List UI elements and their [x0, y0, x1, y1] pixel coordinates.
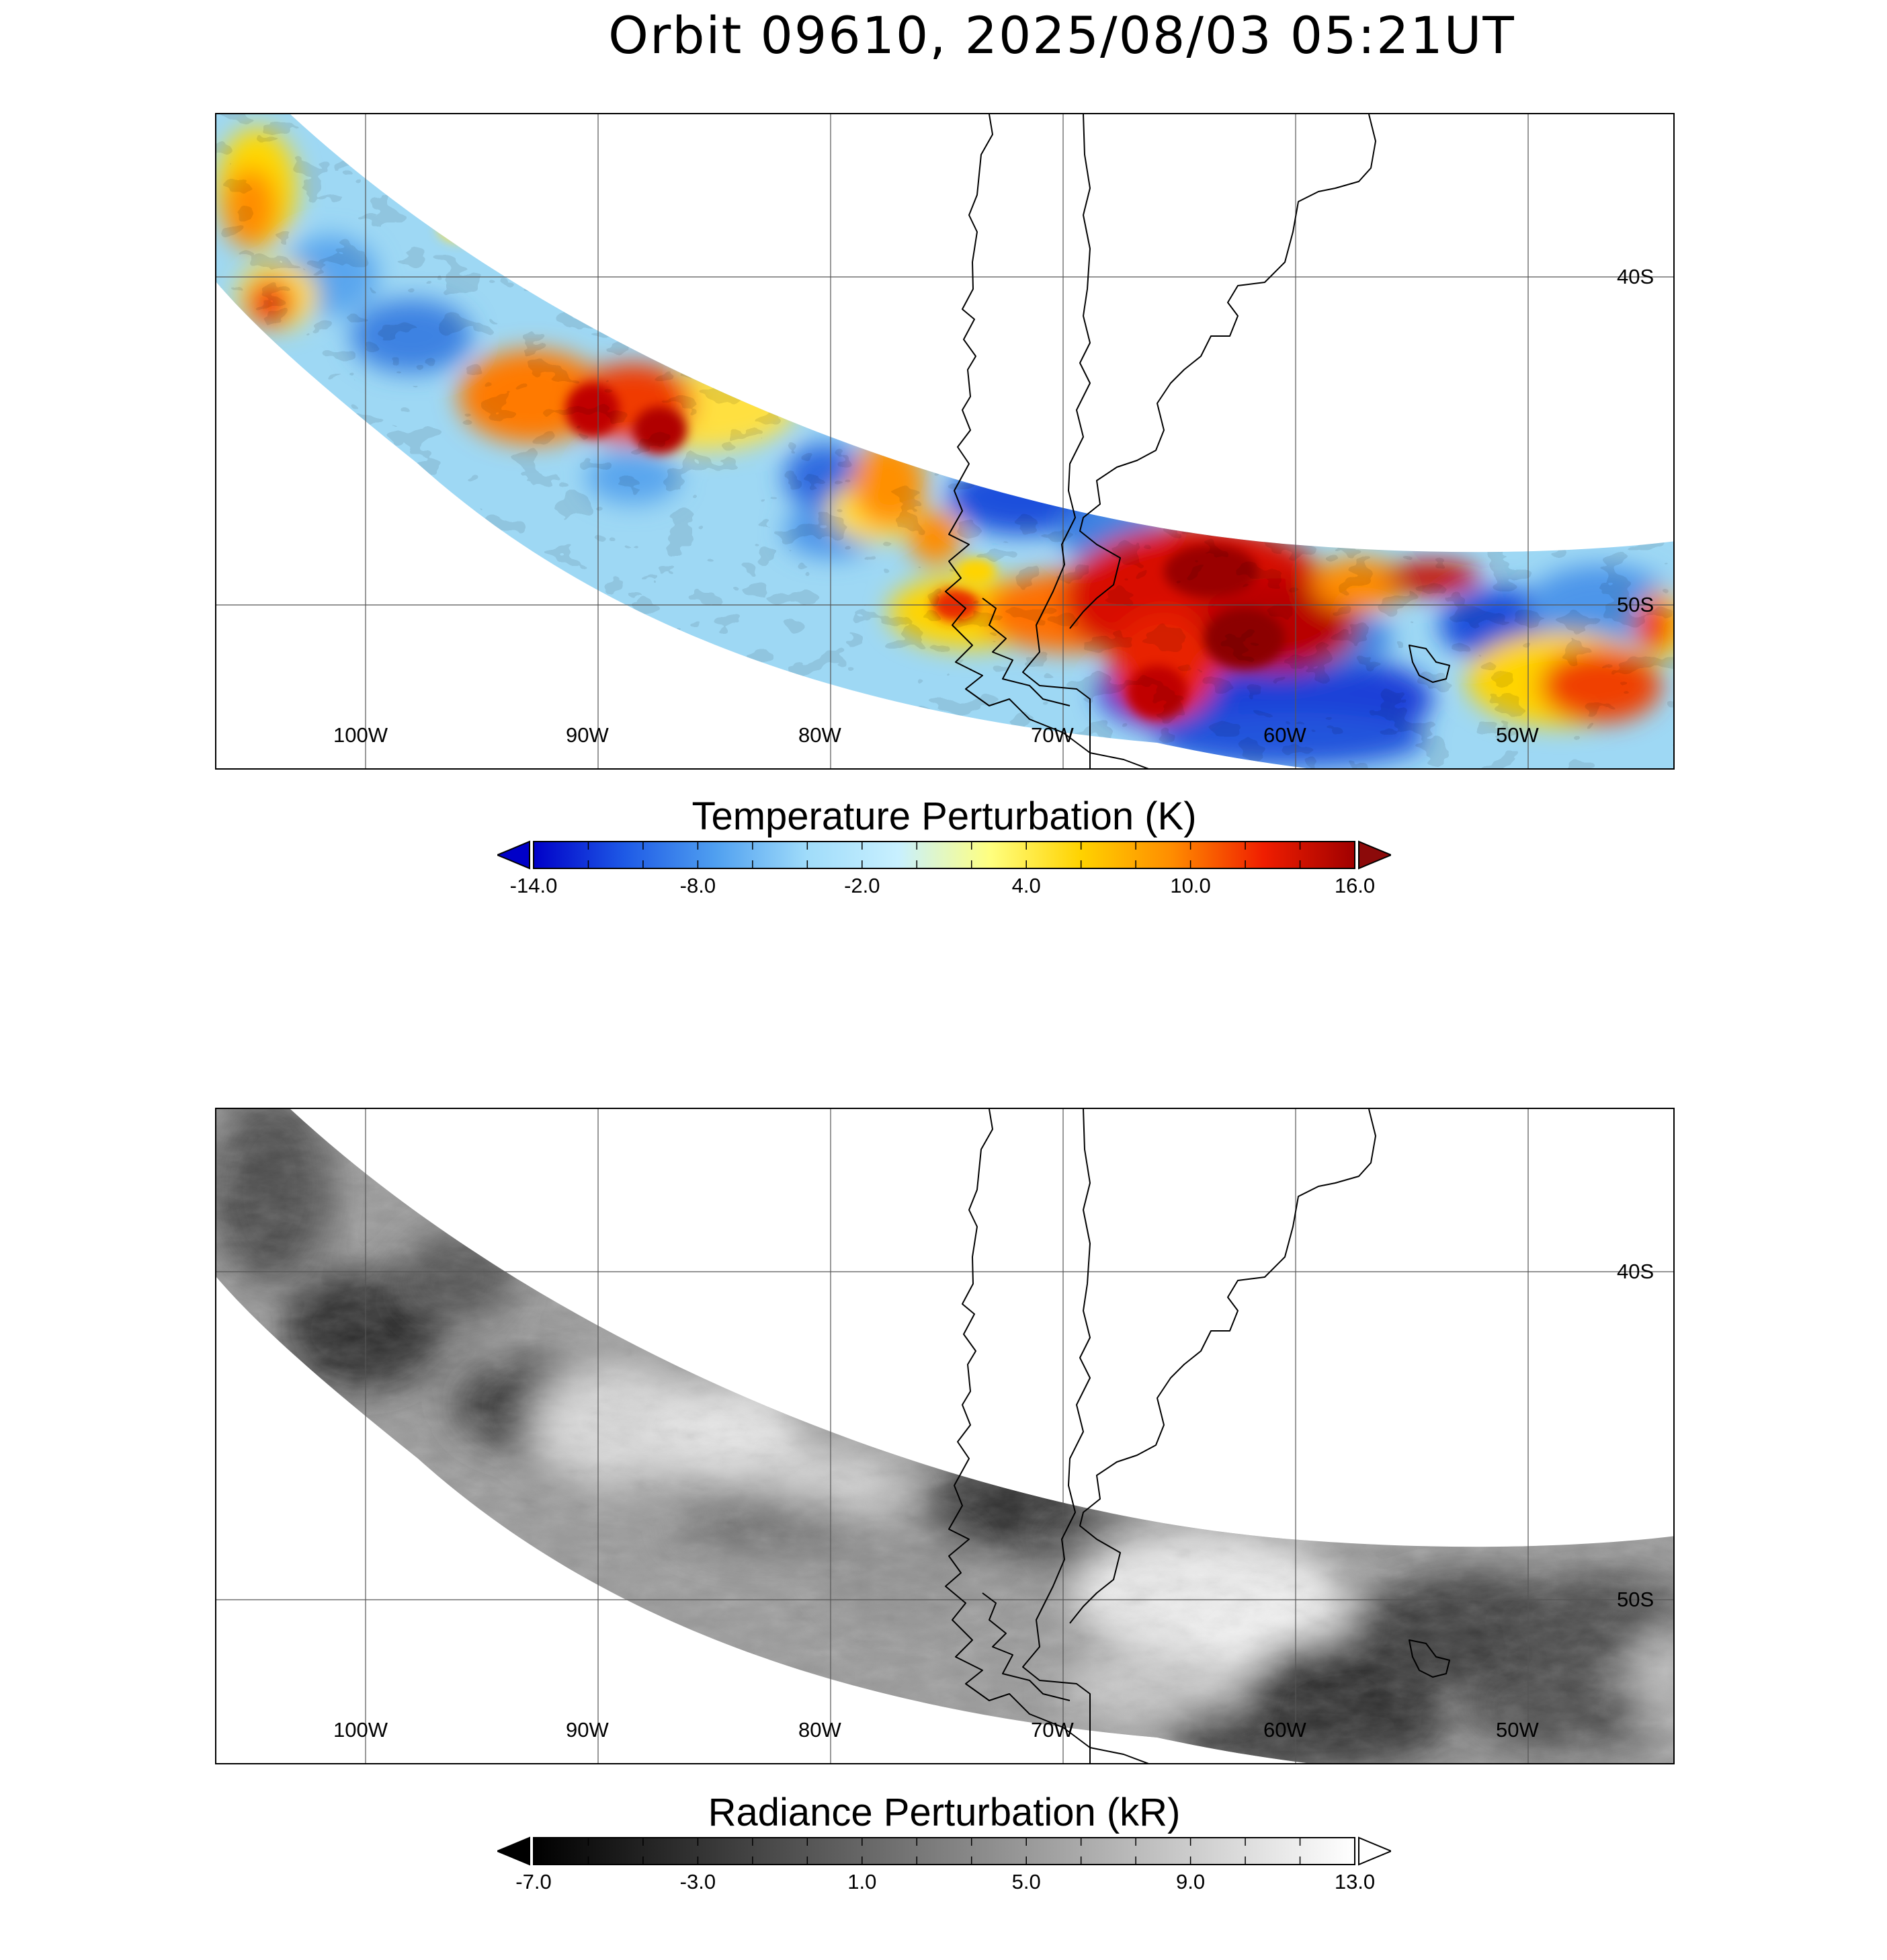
longitude-label: 90W	[566, 723, 609, 747]
colorbar-tick-label: -3.0	[679, 1870, 716, 1893]
latitude-label: 50S	[1617, 1588, 1654, 1611]
longitude-label: 80W	[798, 723, 841, 747]
colorbar-gradient	[533, 841, 1355, 869]
graticule	[216, 114, 1673, 768]
longitude-label: 100W	[333, 1718, 388, 1742]
temperature-colorbar	[497, 840, 1391, 870]
latitude-label: 50S	[1617, 593, 1654, 616]
coastline	[945, 1109, 1450, 1763]
radiance-map-panel: 100W 90W 80W 70W 60W 50W 40S 50S	[215, 1108, 1675, 1764]
colorbar-tick-label: 9.0	[1176, 1870, 1206, 1893]
longitude-label: 100W	[333, 723, 388, 747]
latitude-label: 40S	[1617, 1260, 1654, 1283]
colorbar-tick-label: 10.0	[1170, 874, 1211, 897]
colorbar-tick-label: 16.0	[1334, 874, 1376, 897]
colorbar-tick-label: -2.0	[844, 874, 880, 897]
coastline-path	[945, 114, 1450, 768]
colorbar-tick-label: -8.0	[679, 874, 716, 897]
radiance-map-svg	[216, 1109, 1673, 1763]
colorbar-over-arrow	[1358, 1836, 1391, 1866]
radiance-colorbar	[497, 1836, 1391, 1866]
graticule	[216, 1109, 1673, 1763]
longitude-label: 70W	[1031, 1718, 1074, 1742]
colorbar-under-arrow	[497, 840, 530, 870]
coastline-path	[945, 1109, 1450, 1763]
temperature-map-svg	[216, 114, 1673, 768]
temperature-swath	[216, 114, 1673, 768]
colorbar-tick-label: 5.0	[1011, 1870, 1041, 1893]
colorbar-over-arrow	[1358, 840, 1391, 870]
colorbar-tick-label: -14.0	[509, 874, 558, 897]
longitude-label: 60W	[1263, 1718, 1306, 1742]
longitude-label: 80W	[798, 1718, 841, 1742]
radiance-swath	[216, 1109, 1673, 1763]
colorbar-tick-label: 4.0	[1011, 874, 1041, 897]
colorbar-tick-label: -7.0	[515, 1870, 552, 1893]
radiance-colorbar-title: Radiance Perturbation (kR)	[708, 1791, 1181, 1834]
colorbar-under-arrow	[497, 1836, 530, 1866]
longitude-label: 60W	[1263, 723, 1306, 747]
latitude-label: 40S	[1617, 265, 1654, 288]
colorbar-gradient	[533, 1837, 1355, 1865]
colorbar-tick-label: 1.0	[847, 1870, 877, 1893]
longitude-label: 50W	[1496, 1718, 1539, 1742]
temperature-colorbar-title: Temperature Perturbation (K)	[691, 794, 1197, 838]
figure-title: Orbit 09610, 2025/08/03 05:21UT	[608, 5, 1515, 65]
colorbar-tick-label: 13.0	[1334, 1870, 1376, 1893]
longitude-label: 50W	[1496, 723, 1539, 747]
longitude-label: 90W	[566, 1718, 609, 1742]
longitude-label: 70W	[1031, 723, 1074, 747]
coastline	[945, 114, 1450, 768]
temperature-map-panel: 100W 90W 80W 70W 60W 50W 40S 50S	[215, 113, 1675, 770]
